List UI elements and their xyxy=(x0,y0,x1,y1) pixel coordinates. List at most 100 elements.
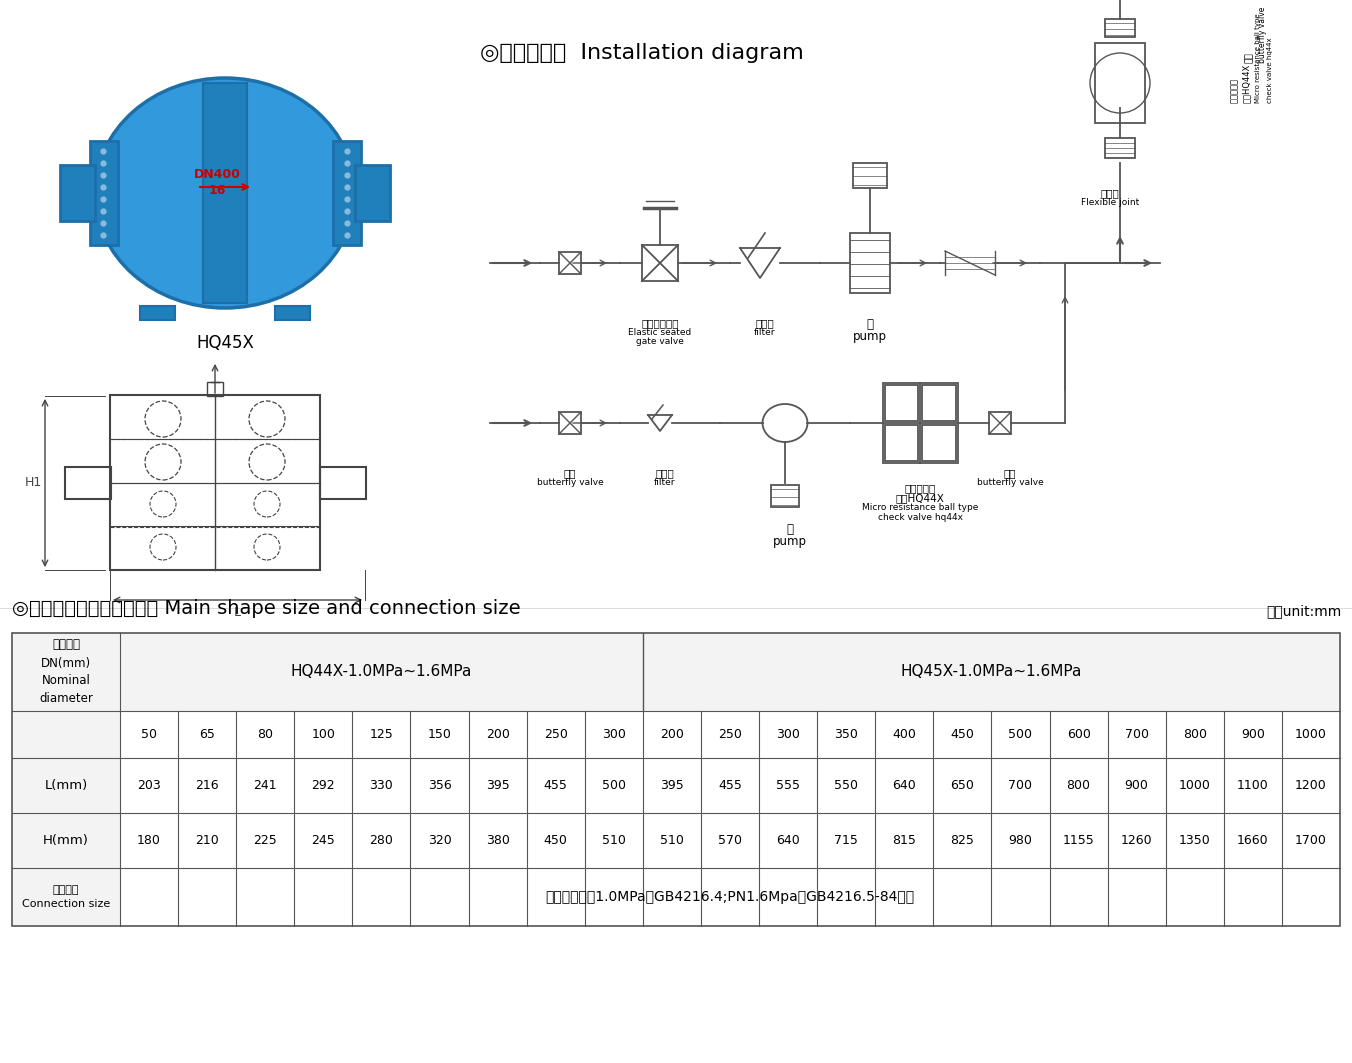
Text: butterfly valve: butterfly valve xyxy=(537,478,603,487)
Bar xyxy=(642,244,677,281)
Bar xyxy=(12,813,120,868)
Bar xyxy=(558,252,581,274)
Text: 50: 50 xyxy=(141,728,157,741)
Bar xyxy=(59,165,95,221)
Text: 280: 280 xyxy=(369,834,393,847)
Text: 法兰连接尺寸1.0MPa按GB4216.4;PN1.6Mpa按GB4216.5-84标准: 法兰连接尺寸1.0MPa按GB4216.4;PN1.6Mpa按GB4216.5-… xyxy=(545,890,914,904)
Bar xyxy=(203,83,247,303)
Bar xyxy=(110,395,320,570)
Text: 380: 380 xyxy=(485,834,510,847)
Bar xyxy=(771,485,799,507)
Text: butterfly valve: butterfly valve xyxy=(976,478,1044,487)
Text: 700: 700 xyxy=(1125,728,1149,741)
Text: 500: 500 xyxy=(1009,728,1033,741)
Text: 300: 300 xyxy=(602,728,626,741)
Bar xyxy=(922,385,956,421)
Bar xyxy=(120,632,642,711)
Bar xyxy=(12,632,1340,926)
Text: 800: 800 xyxy=(1067,779,1091,792)
Bar xyxy=(853,163,887,187)
Text: butterfly valve: butterfly valve xyxy=(1257,6,1267,63)
Text: 止回HQ44X: 止回HQ44X xyxy=(895,493,945,503)
Text: 1260: 1260 xyxy=(1121,834,1152,847)
Text: pump: pump xyxy=(853,330,887,343)
Bar xyxy=(1095,43,1145,123)
Text: 570: 570 xyxy=(718,834,742,847)
Text: 软接头: 软接头 xyxy=(1101,188,1119,198)
Text: 455: 455 xyxy=(718,779,742,792)
Text: 微阵球形式: 微阵球形式 xyxy=(1230,78,1238,103)
Bar xyxy=(203,83,247,303)
Text: 203: 203 xyxy=(137,779,161,792)
Bar xyxy=(207,382,223,396)
Text: 16: 16 xyxy=(208,184,226,197)
Text: 900: 900 xyxy=(1241,728,1264,741)
Text: 1155: 1155 xyxy=(1063,834,1095,847)
Text: 650: 650 xyxy=(950,779,975,792)
Text: 连接尺寸
Connection size: 连接尺寸 Connection size xyxy=(22,885,110,909)
Bar xyxy=(320,467,366,499)
Text: 550: 550 xyxy=(834,779,859,792)
Text: 65: 65 xyxy=(199,728,215,741)
Text: 微阵球形式: 微阵球形式 xyxy=(904,483,936,493)
Text: 125: 125 xyxy=(369,728,393,741)
Bar xyxy=(884,425,918,461)
Text: 1700: 1700 xyxy=(1295,834,1326,847)
Bar xyxy=(356,165,389,221)
Text: DN400: DN400 xyxy=(193,169,241,182)
Bar xyxy=(558,412,581,434)
Text: 320: 320 xyxy=(427,834,452,847)
Text: HQ45X-1.0MPa~1.6MPa: HQ45X-1.0MPa~1.6MPa xyxy=(900,664,1082,679)
Bar xyxy=(1105,19,1134,37)
Text: 510: 510 xyxy=(602,834,626,847)
Text: 825: 825 xyxy=(950,834,975,847)
Text: 600: 600 xyxy=(1067,728,1091,741)
Bar xyxy=(91,141,118,244)
Text: 80: 80 xyxy=(257,728,273,741)
Bar xyxy=(141,306,174,320)
Text: 450: 450 xyxy=(950,728,975,741)
Text: 蛞阀: 蛞阀 xyxy=(1245,52,1255,63)
Text: 1350: 1350 xyxy=(1179,834,1210,847)
Text: 300: 300 xyxy=(776,728,800,741)
Text: 980: 980 xyxy=(1009,834,1033,847)
Text: 241: 241 xyxy=(253,779,277,792)
Bar xyxy=(274,306,310,320)
Text: 356: 356 xyxy=(427,779,452,792)
Text: 蛞阀: 蛞阀 xyxy=(1003,468,1017,478)
Bar xyxy=(884,385,918,421)
Text: pump: pump xyxy=(773,535,807,549)
Text: H(mm): H(mm) xyxy=(43,834,89,847)
Text: 450: 450 xyxy=(544,834,568,847)
Text: 555: 555 xyxy=(776,779,800,792)
Text: Elastic seated: Elastic seated xyxy=(629,328,692,337)
Bar xyxy=(333,141,361,244)
Text: 245: 245 xyxy=(311,834,335,847)
Text: 弹性座封闸阀: 弹性座封闸阀 xyxy=(641,318,679,328)
Bar xyxy=(1105,138,1134,158)
Bar xyxy=(850,233,890,293)
Text: 350: 350 xyxy=(834,728,859,741)
Text: 715: 715 xyxy=(834,834,859,847)
Text: Flexible joint: Flexible joint xyxy=(1080,198,1140,207)
Ellipse shape xyxy=(95,78,356,308)
Text: 过滤器: 过滤器 xyxy=(656,468,675,478)
Text: filter: filter xyxy=(654,478,676,487)
Text: HQ45X: HQ45X xyxy=(196,334,254,352)
Bar xyxy=(922,425,956,461)
Text: 395: 395 xyxy=(485,779,510,792)
Text: 900: 900 xyxy=(1125,779,1149,792)
Bar xyxy=(65,467,111,499)
Text: 止回HQ44X: 止回HQ44X xyxy=(1242,64,1251,103)
Text: 泵: 泵 xyxy=(787,523,794,536)
Bar xyxy=(12,711,120,758)
Text: 455: 455 xyxy=(544,779,568,792)
Text: 395: 395 xyxy=(660,779,684,792)
Text: 过滤器: 过滤器 xyxy=(756,318,775,328)
Text: 250: 250 xyxy=(718,728,742,741)
Text: L: L xyxy=(234,606,241,619)
Text: 250: 250 xyxy=(544,728,568,741)
Text: check valve hq44x: check valve hq44x xyxy=(1267,37,1274,103)
Text: 180: 180 xyxy=(137,834,161,847)
Text: filter: filter xyxy=(754,328,776,337)
